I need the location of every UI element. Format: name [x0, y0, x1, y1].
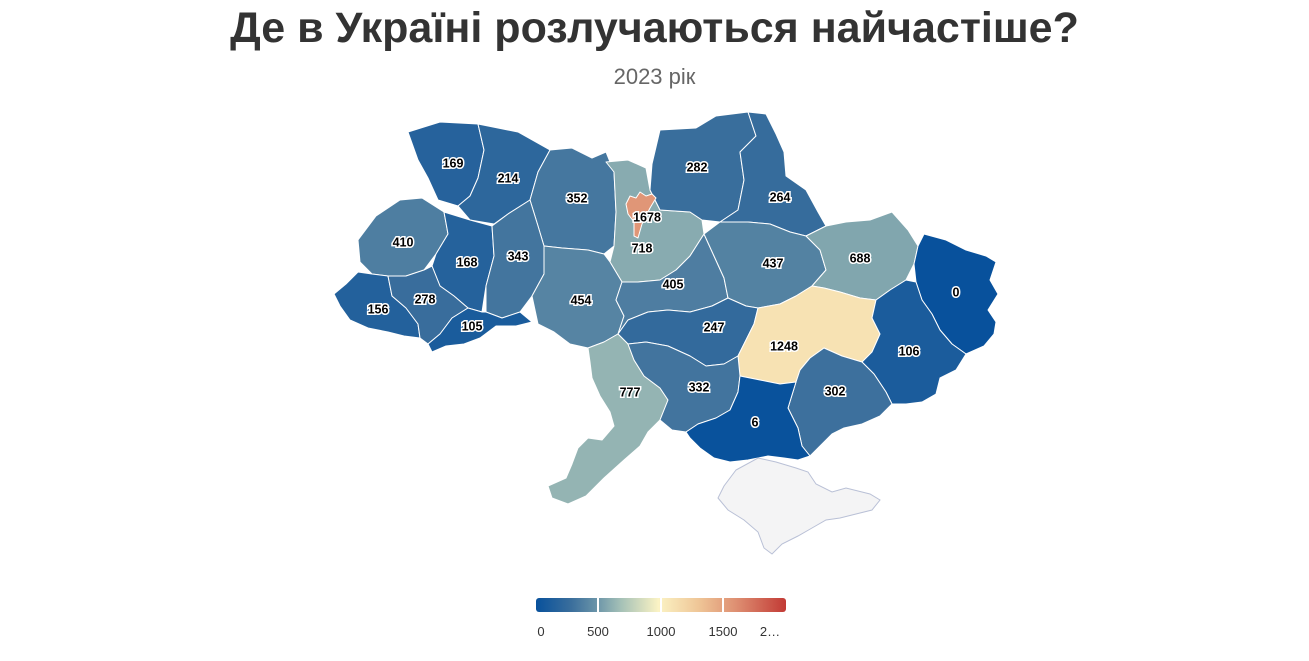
region-value-label: 1248 — [770, 339, 798, 353]
region-value-label: 106 — [899, 344, 920, 358]
region-value-label: 454 — [571, 293, 592, 307]
region-value-label: 1678 — [633, 210, 661, 224]
region-value-label: 343 — [508, 249, 529, 263]
legend-label: 2… — [759, 624, 781, 639]
region-value-label: 302 — [825, 384, 846, 398]
region-donetsk[interactable] — [861, 279, 967, 405]
region-value-label: 410 — [393, 235, 414, 249]
region-crimea[interactable] — [717, 457, 881, 555]
legend-tick — [597, 598, 599, 612]
region-value-label: 437 — [763, 256, 784, 270]
region-value-label: 777 — [620, 385, 641, 399]
color-legend: 0 500 1000 1500 2… — [536, 597, 787, 643]
map-subtitle: 2023 рік — [613, 64, 696, 89]
region-value-label: 214 — [498, 171, 519, 185]
legend-tick — [660, 598, 662, 612]
region-kyiv-city[interactable] — [625, 191, 657, 239]
legend-tick — [722, 598, 724, 612]
region-value-label: 352 — [567, 191, 588, 205]
legend-label: 1000 — [646, 624, 676, 639]
region-value-label: 718 — [632, 241, 653, 255]
region-value-label: 105 — [462, 319, 483, 333]
legend-label: 1500 — [708, 624, 738, 639]
region-value-label: 6 — [752, 415, 759, 429]
map-title: Де в Україні розлучаються найчастіше? — [230, 4, 1079, 52]
region-value-label: 247 — [704, 320, 725, 334]
region-value-label: 169 — [443, 156, 464, 170]
region-value-label: 282 — [687, 160, 708, 174]
region-value-label: 405 — [663, 277, 684, 291]
region-value-label: 156 — [368, 302, 389, 316]
region-value-label: 0 — [953, 285, 960, 299]
legend-label: 500 — [587, 624, 609, 639]
legend-label: 0 — [537, 624, 545, 639]
region-value-label: 332 — [689, 380, 710, 394]
region-value-label: 264 — [770, 190, 791, 204]
region-chernivtsi[interactable] — [427, 307, 533, 353]
region-value-label: 688 — [850, 251, 871, 265]
region-value-label: 278 — [415, 292, 436, 306]
region-value-label: 168 — [457, 255, 478, 269]
